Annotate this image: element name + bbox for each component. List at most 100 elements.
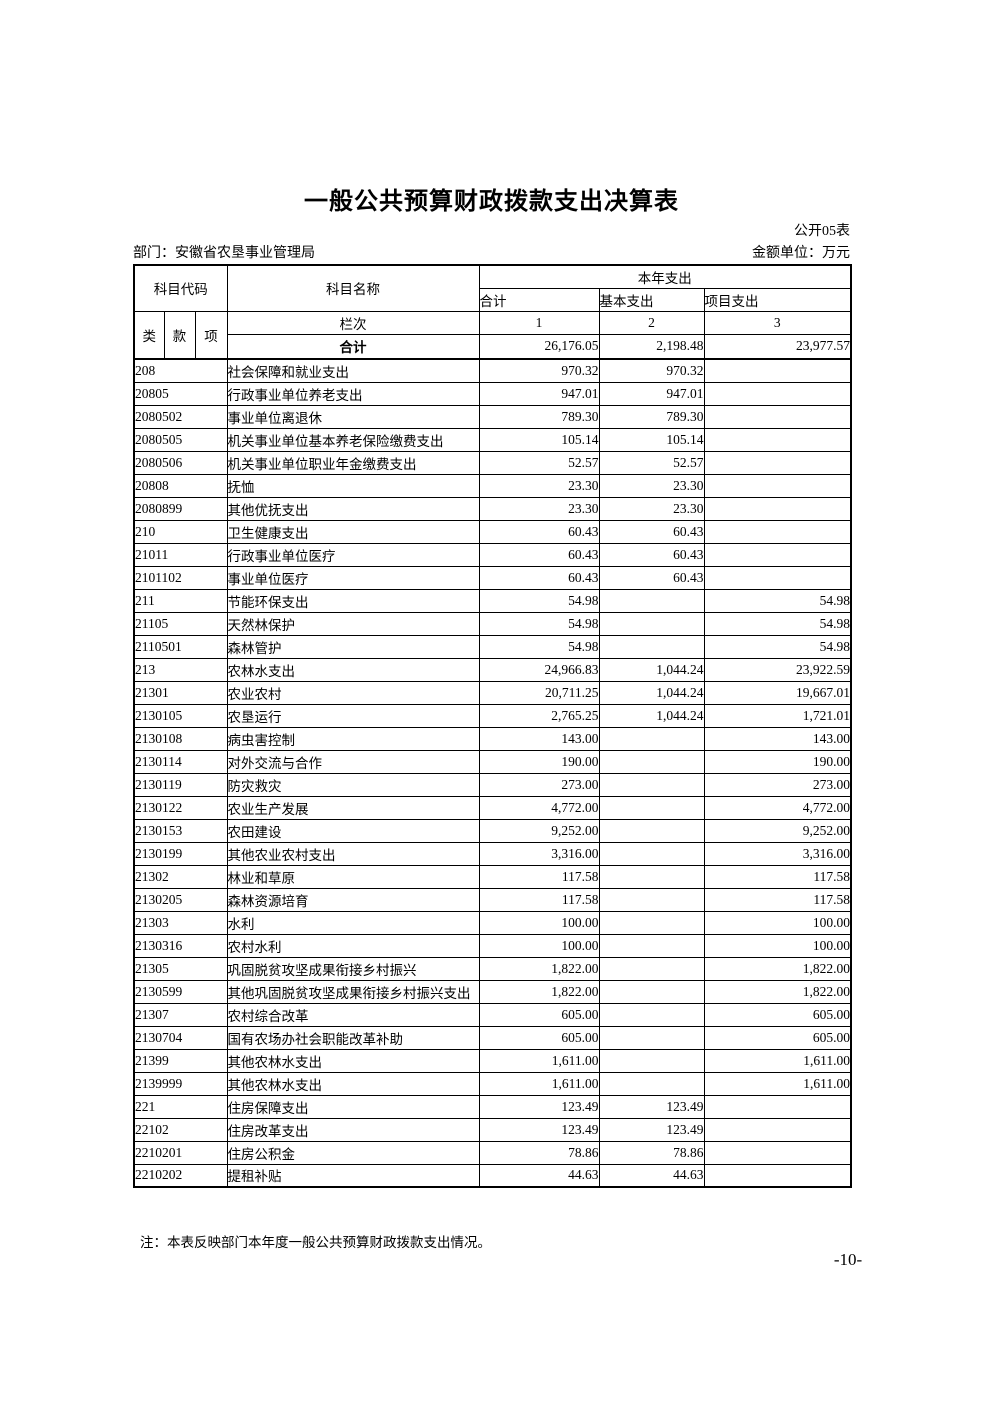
row-total-value: 605.00 [478,1002,600,1027]
table-row: 2130119 防灾救灾 273.00 273.00 [133,772,852,797]
row-subject-name: 森林管护 [226,634,480,659]
row-subject-code: 221 [133,1094,228,1119]
row-project-value: 1,822.00 [703,979,852,1004]
row-subject-code: 21307 [133,1002,228,1027]
row-subject-code: 21303 [133,910,228,935]
row-project-value: 1,611.00 [703,1048,852,1073]
table-row: 20805 行政事业单位养老支出 947.01 947.01 [133,381,852,406]
row-subject-code: 22102 [133,1117,228,1142]
row-total-value: 1,822.00 [478,956,600,981]
row-subject-name: 其他巩固脱贫攻坚成果衔接乡村振兴支出 [226,979,480,1004]
table-row: 2130704 国有农场办社会职能改革补助 605.00 605.00 [133,1025,852,1050]
row-total-value: 947.01 [478,381,600,406]
row-subject-name: 其他农林水支出 [226,1048,480,1073]
grand-total-basic: 2,198.48 [598,333,705,360]
table-row: 21105 天然林保护 54.98 54.98 [133,611,852,636]
row-subject-name: 农田建设 [226,818,480,843]
row-basic-value: 60.43 [598,565,705,590]
row-basic-value [598,588,705,613]
header-subject-name: 科目名称 [226,264,480,312]
row-subject-name: 提租补贴 [226,1163,480,1188]
table-row: 21305 巩固脱贫攻坚成果衔接乡村振兴 1,822.00 1,822.00 [133,956,852,981]
row-project-value [703,1140,852,1165]
row-total-value: 54.98 [478,611,600,636]
table-row: 2130316 农村水利 100.00 100.00 [133,933,852,958]
row-subject-code: 2139999 [133,1071,228,1096]
row-subject-name: 事业单位医疗 [226,565,480,590]
row-subject-name: 其他农业农村支出 [226,841,480,866]
row-subject-name: 抚恤 [226,473,480,498]
table-row: 2080505 机关事业单位基本养老保险缴费支出 105.14 105.14 [133,427,852,452]
row-project-value: 54.98 [703,588,852,613]
row-subject-name: 行政事业单位医疗 [226,542,480,567]
row-subject-code: 2130108 [133,726,228,751]
row-basic-value [598,634,705,659]
row-project-value: 19,667.01 [703,680,852,705]
row-basic-value [598,887,705,912]
row-basic-value [598,1002,705,1027]
row-subject-name: 住房改革支出 [226,1117,480,1142]
row-total-value: 273.00 [478,772,600,797]
table-row: 2101102 事业单位医疗 60.43 60.43 [133,565,852,590]
row-subject-name: 农业农村 [226,680,480,705]
table-row: 21302 林业和草原 117.58 117.58 [133,864,852,889]
row-basic-value [598,956,705,981]
row-project-value [703,1117,852,1142]
row-project-value: 23,922.59 [703,657,852,682]
row-project-value: 54.98 [703,634,852,659]
row-subject-name: 其他农林水支出 [226,1071,480,1096]
row-basic-value: 78.86 [598,1140,705,1165]
row-project-value: 605.00 [703,1002,852,1027]
row-total-value: 105.14 [478,427,600,452]
header-subject-code: 科目代码 [133,264,228,312]
header-row-3: 类 款 项 栏次 1 2 3 [133,310,852,360]
row-total-value: 9,252.00 [478,818,600,843]
row-project-value: 54.98 [703,611,852,636]
row-total-value: 605.00 [478,1025,600,1050]
row-subject-code: 2210202 [133,1163,228,1188]
row-project-value: 117.58 [703,887,852,912]
budget-table: 科目代码 科目名称 本年支出 合计 基本支出 项目支出 类 款 项 栏次 1 2… [133,264,852,1188]
row-subject-code: 2130122 [133,795,228,820]
row-total-value: 23.30 [478,496,600,521]
header-column-index-label: 栏次 [226,310,480,335]
table-row: 211 节能环保支出 54.98 54.98 [133,588,852,613]
row-subject-name: 事业单位离退休 [226,404,480,429]
meta-row: 部门：安徽省农垦事业管理局 金额单位：万元 [133,242,850,262]
table-row: 21301 农业农村 20,711.25 1,044.24 19,667.01 [133,680,852,705]
row-total-value: 23.30 [478,473,600,498]
table-row: 2130205 森林资源培育 117.58 117.58 [133,887,852,912]
page-number: -10- [833,1250,863,1269]
table-row: 2130122 农业生产发展 4,772.00 4,772.00 [133,795,852,820]
row-total-value: 1,611.00 [478,1048,600,1073]
row-total-value: 117.58 [478,887,600,912]
grand-total-row: 合计 26,176.05 2,198.48 23,977.57 [134,333,852,360]
row-subject-name: 农村综合改革 [226,1002,480,1027]
row-total-value: 44.63 [478,1163,600,1188]
row-basic-value [598,979,705,1004]
row-basic-value: 44.63 [598,1163,705,1188]
row-total-value: 24,966.83 [478,657,600,682]
header-col-basic: 基本支出 [598,287,705,312]
row-subject-name: 机关事业单位基本养老保险缴费支出 [226,427,480,452]
row-basic-value [598,933,705,958]
table-row: 2130599 其他巩固脱贫攻坚成果衔接乡村振兴支出 1,822.00 1,82… [133,979,852,1004]
table-row: 2130153 农田建设 9,252.00 9,252.00 [133,818,852,843]
row-project-value [703,496,852,521]
row-basic-value: 23.30 [598,473,705,498]
header-current-year: 本年支出 [478,264,852,289]
row-basic-value: 947.01 [598,381,705,406]
row-subject-name: 病虫害控制 [226,726,480,751]
header-col-project: 项目支出 [703,287,852,312]
row-total-value: 60.43 [478,565,600,590]
row-subject-name: 对外交流与合作 [226,749,480,774]
table-row: 208 社会保障和就业支出 970.32 970.32 [133,358,852,383]
row-basic-value [598,841,705,866]
row-total-value: 970.32 [478,358,600,383]
row-project-value: 190.00 [703,749,852,774]
header-row-2: 合计 基本支出 项目支出 [134,287,852,312]
row-subject-code: 2110501 [133,634,228,659]
unit-label: 金额单位：万元 [752,246,850,261]
row-project-value: 273.00 [703,772,852,797]
